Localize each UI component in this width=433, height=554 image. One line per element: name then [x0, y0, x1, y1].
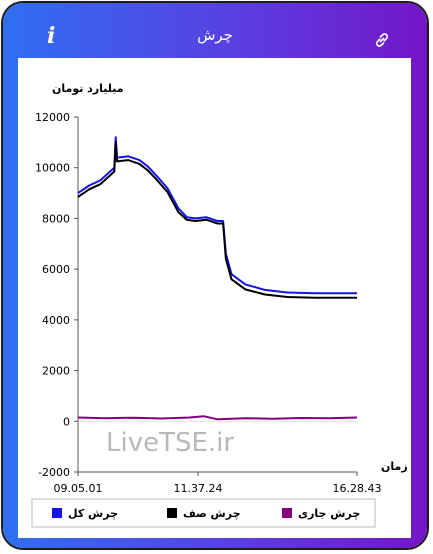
legend-swatch-0: [52, 508, 62, 518]
legend-label-0: چرش کل: [68, 507, 118, 520]
legend-swatch-2: [282, 508, 292, 518]
y-tick-label: 6000: [42, 263, 70, 276]
page-title: چرش: [197, 26, 233, 44]
y-axis-label: میلیارد تومان: [52, 82, 124, 95]
chart-svg: میلیارد تومان زمان LiveTSE.ir 12000 10000…: [31, 82, 408, 528]
watermark: LiveTSE.ir: [106, 428, 234, 458]
series-line-2: [77, 415, 358, 421]
y-tick-label: 2000: [42, 365, 70, 378]
y-tick-label: 8000: [42, 212, 70, 225]
legend-box: [31, 498, 376, 528]
x-tick-label: 09.05.01: [54, 482, 103, 495]
header-bar: i چرش: [3, 3, 427, 61]
legend-label-1: چرش صف: [183, 507, 241, 520]
y-tick-label: 4000: [42, 314, 70, 327]
series-line-1: [77, 141, 357, 299]
app-frame: i چرش میلیارد تومان زمان LiveTSE.ir 1200…: [3, 3, 427, 548]
y-tick-label: 12000: [35, 111, 70, 124]
chart-panel: میلیارد تومان زمان LiveTSE.ir 12000 10000…: [18, 58, 411, 538]
info-icon[interactable]: i: [47, 23, 56, 49]
legend-swatch-1: [167, 508, 177, 518]
x-axis-label: زمان: [381, 460, 408, 473]
y-tick-label: 10000: [35, 162, 70, 175]
x-tick-label: 11.37.24: [173, 482, 222, 495]
y-tick-label: 0: [63, 415, 70, 428]
x-tick-label: 16.28.43: [333, 482, 382, 495]
link-icon[interactable]: [373, 31, 391, 49]
legend-label-2: چرش جاری: [298, 507, 360, 520]
y-tick-label: -2000: [38, 466, 70, 479]
